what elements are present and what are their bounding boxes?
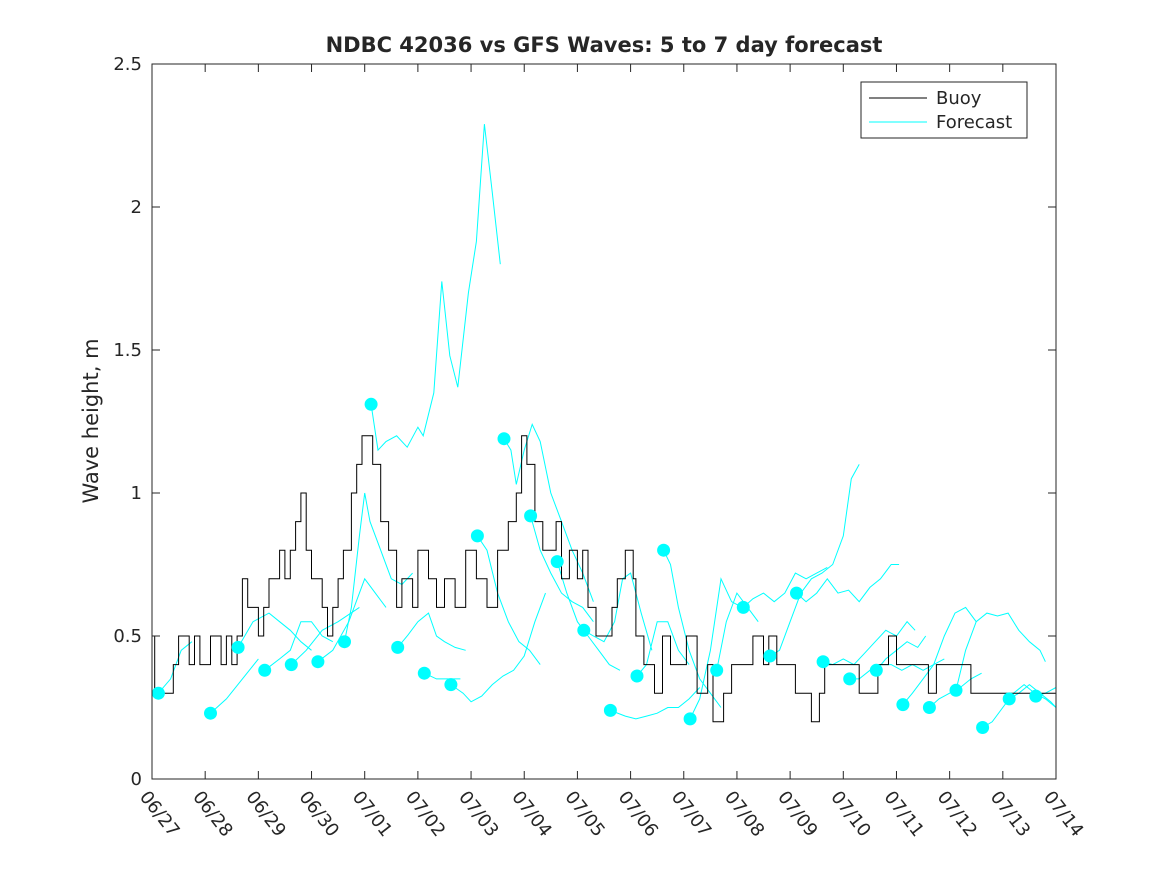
forecast-line-10 [450,592,546,703]
forecast-line-13 [530,515,594,622]
forecast-start-point-6 [338,635,351,649]
forecast-start-point-1 [204,706,217,720]
forecast-line-5 [317,577,387,663]
forecast-line-27 [902,606,977,705]
forecast-line-24 [822,620,916,666]
forecast-line-14 [556,561,621,671]
forecast-start-point-17 [630,669,644,683]
y-tick-label-3: 1.5 [113,340,142,361]
forecast-line-2 [237,612,312,651]
legend: Buoy Forecast [860,81,1028,139]
forecast-start-point-14 [550,555,564,569]
forecast-line-7 [370,124,501,452]
forecast-start-point-13 [524,509,538,523]
forecast-line-4 [290,606,360,665]
forecast-line-21 [742,566,828,608]
legend-buoy-label: Buoy [936,88,982,109]
forecast-line-20 [716,592,759,671]
forecast-start-point-18 [657,543,671,557]
forecast-start-point-21 [736,600,750,614]
forecast-line-1 [210,658,259,714]
forecast-start-point-15 [577,623,591,637]
buoy-line [152,435,1056,723]
y-tick-label-0: 0 [131,769,142,790]
forecast-line-22 [769,464,860,657]
y-axis-ticks: 0 0.5 1 1.5 2 2.5 [113,54,1056,790]
forecast-start-point-20 [710,663,724,677]
buoy-series-group [152,435,1056,723]
forecast-start-point-19 [683,712,697,726]
forecast-line-6 [344,492,413,642]
axes-box [151,63,1057,780]
forecast-start-point-30 [976,721,990,734]
forecast-start-point-9 [417,666,431,680]
forecast-start-point-24 [816,655,830,669]
forecast-start-point-26 [869,663,883,677]
forecast-line-11 [476,535,541,665]
y-axis-label: Wave height, m [79,338,103,503]
forecast-line-31 [1008,683,1056,708]
forecast-start-point-29 [949,683,963,697]
forecast-start-point-32 [1029,689,1043,703]
y-tick-label-1: 0.5 [113,626,142,647]
forecast-line-16 [610,687,701,720]
forecast-line-18 [663,549,722,708]
forecast-start-point-0 [151,686,165,700]
forecast-line-17 [636,621,690,677]
chart-title: NDBC 42036 vs GFS Waves: 5 to 7 day fore… [326,33,883,57]
y-tick-label-2: 1 [131,483,142,504]
forecast-line-30 [982,683,1056,728]
forecast-line-8 [397,612,466,651]
legend-forecast-label: Forecast [936,112,1012,133]
forecast-line-15 [583,572,653,651]
forecast-line-23 [796,564,900,603]
y-tick-label-4: 2 [131,197,142,218]
forecast-line-3 [264,621,334,671]
forecast-start-markers [151,397,1043,734]
forecast-start-point-2 [231,640,245,654]
forecast-line-26 [875,635,927,671]
forecast-start-point-23 [790,586,803,600]
forecast-start-point-31 [1002,692,1016,706]
forecast-start-point-8 [391,640,405,654]
forecast-start-point-22 [763,649,777,663]
forecast-start-point-11 [470,529,484,543]
forecast-line-12 [503,423,594,602]
forecast-start-point-12 [497,432,511,446]
forecast-start-point-4 [284,658,298,672]
forecast-series-group [158,124,1056,728]
y-tick-label-5: 2.5 [113,54,142,75]
forecast-start-point-28 [922,701,936,714]
forecast-start-point-7 [364,397,378,411]
forecast-start-point-27 [896,698,910,712]
legend-box [860,81,1028,139]
forecast-start-point-16 [603,703,617,717]
forecast-start-point-25 [843,672,857,686]
forecast-start-point-5 [311,655,325,669]
forecast-line-9 [424,672,461,680]
forecast-line-29 [955,612,1046,691]
forecast-start-point-3 [258,663,272,677]
plot-area [152,64,1056,779]
forecast-start-point-10 [444,678,458,692]
